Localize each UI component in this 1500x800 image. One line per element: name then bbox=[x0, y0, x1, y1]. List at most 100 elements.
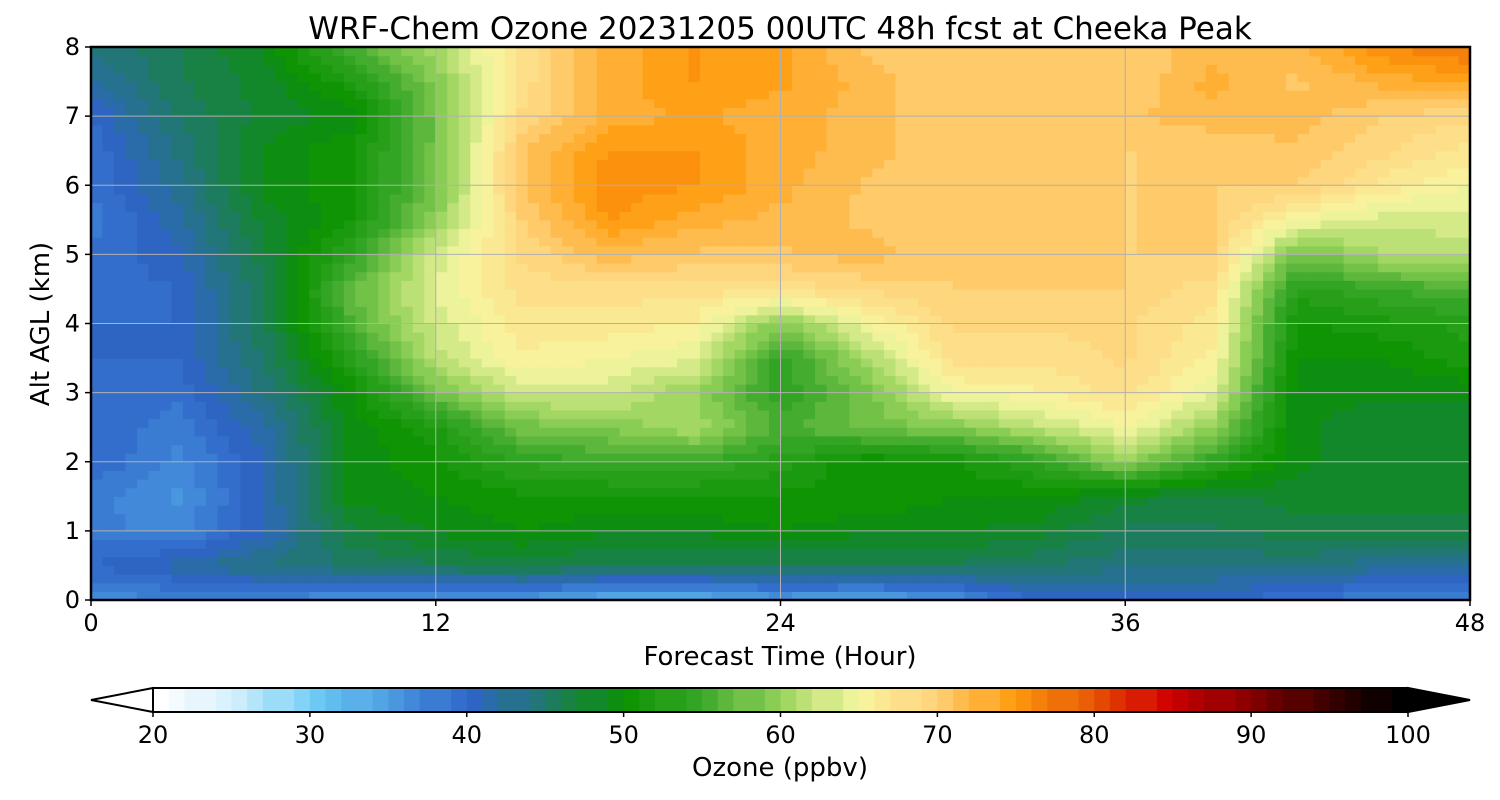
ozone-cell bbox=[1067, 444, 1080, 454]
ozone-cell bbox=[596, 582, 609, 592]
ozone-cell bbox=[205, 496, 219, 506]
ozone-cell bbox=[274, 383, 287, 394]
ozone-cell bbox=[113, 522, 127, 532]
ozone-cell bbox=[171, 392, 184, 402]
ozone-cell bbox=[447, 271, 460, 281]
ozone-cell bbox=[1228, 504, 1241, 515]
ozone-cell bbox=[1286, 340, 1299, 351]
ozone-cell bbox=[677, 288, 690, 299]
ozone-cell bbox=[1297, 427, 1310, 437]
ozone-cell bbox=[1378, 453, 1391, 463]
ozone-cell bbox=[458, 254, 471, 264]
ozone-cell bbox=[585, 358, 598, 368]
ozone-cell bbox=[895, 418, 908, 428]
ozone-cell bbox=[964, 504, 977, 515]
ozone-cell bbox=[1067, 556, 1080, 567]
ozone-cell bbox=[458, 297, 471, 307]
ozone-cell bbox=[769, 522, 782, 532]
ozone-cell bbox=[723, 548, 736, 558]
ozone-cell bbox=[1297, 392, 1310, 402]
ozone-cell bbox=[746, 366, 759, 376]
ozone-cell bbox=[883, 461, 897, 471]
ozone-cell bbox=[1056, 314, 1069, 325]
ozone-cell bbox=[987, 366, 1000, 376]
ozone-cell bbox=[964, 435, 977, 446]
ozone-cell bbox=[872, 453, 885, 463]
ozone-cell bbox=[550, 427, 563, 437]
ozone-cell bbox=[1389, 548, 1402, 558]
ozone-cell bbox=[527, 461, 540, 471]
ozone-cell bbox=[757, 392, 770, 402]
ozone-cell bbox=[631, 513, 644, 523]
ozone-cell bbox=[1228, 392, 1241, 402]
ozone-cell bbox=[228, 280, 241, 290]
ozone-cell bbox=[1136, 314, 1149, 325]
ozone-cell bbox=[251, 332, 264, 342]
ozone-cell bbox=[470, 591, 483, 600]
ozone-cell bbox=[688, 444, 701, 454]
ozone-cell bbox=[1090, 340, 1103, 351]
ozone-cell bbox=[860, 314, 874, 325]
ozone-cell bbox=[1366, 444, 1379, 454]
ozone-cell bbox=[941, 548, 954, 558]
ozone-cell bbox=[872, 487, 885, 497]
ozone-cell bbox=[1401, 453, 1414, 463]
ozone-cell bbox=[1389, 444, 1402, 454]
ozone-cell bbox=[1102, 470, 1115, 480]
ozone-cell bbox=[355, 366, 368, 376]
ozone-cell bbox=[527, 254, 540, 264]
ozone-cell bbox=[309, 323, 322, 333]
ozone-cell bbox=[1044, 504, 1057, 515]
ozone-cell bbox=[619, 409, 632, 420]
ozone-cell bbox=[102, 582, 115, 592]
ozone-cell bbox=[1286, 591, 1299, 600]
ozone-cell bbox=[1194, 565, 1207, 575]
ozone-cell bbox=[688, 358, 701, 368]
ozone-cell bbox=[240, 556, 253, 567]
ozone-cell bbox=[585, 427, 598, 437]
ozone-cell bbox=[642, 323, 655, 333]
ozone-cell bbox=[619, 435, 632, 446]
ozone-cell bbox=[447, 383, 460, 394]
ozone-cell bbox=[654, 530, 667, 541]
ozone-cell bbox=[665, 418, 678, 428]
ozone-cell bbox=[539, 530, 552, 541]
ozone-cell bbox=[412, 574, 425, 584]
ozone-cell bbox=[1424, 418, 1437, 428]
ozone-cell bbox=[1297, 530, 1310, 541]
ozone-cell bbox=[780, 366, 793, 376]
ozone-cell bbox=[1447, 574, 1460, 584]
ozone-cell bbox=[1263, 409, 1276, 420]
ozone-cell bbox=[791, 280, 805, 290]
ozone-cell bbox=[378, 427, 391, 437]
ozone-cell bbox=[125, 444, 138, 454]
ozone-cell bbox=[527, 375, 540, 385]
ozone-cell bbox=[1309, 444, 1322, 454]
ozone-cell bbox=[1274, 479, 1287, 489]
ozone-cell bbox=[837, 479, 851, 489]
ozone-cell bbox=[1148, 453, 1161, 463]
ozone-cell bbox=[631, 522, 644, 532]
ozone-cell bbox=[481, 418, 494, 428]
ozone-cell bbox=[941, 366, 954, 376]
ozone-cell bbox=[929, 461, 942, 471]
ozone-cell bbox=[1044, 332, 1057, 342]
ozone-cell bbox=[159, 556, 173, 567]
ozone-cell bbox=[1378, 574, 1391, 584]
ozone-cell bbox=[1240, 444, 1253, 454]
ozone-cell bbox=[562, 556, 575, 567]
ozone-cell bbox=[883, 340, 897, 351]
ozone-cell bbox=[1435, 479, 1448, 489]
ozone-cell bbox=[1435, 470, 1448, 480]
ozone-cell bbox=[998, 444, 1011, 454]
ozone-cell bbox=[596, 470, 609, 480]
ozone-cell bbox=[780, 409, 793, 420]
ozone-cell bbox=[1297, 245, 1310, 255]
ozone-cell bbox=[470, 539, 483, 549]
ozone-cell bbox=[493, 461, 506, 471]
ozone-cell bbox=[1297, 513, 1310, 523]
ozone-cell bbox=[562, 539, 575, 549]
ozone-cell bbox=[757, 513, 770, 523]
ozone-cell bbox=[700, 470, 713, 480]
ozone-cell bbox=[918, 237, 931, 247]
